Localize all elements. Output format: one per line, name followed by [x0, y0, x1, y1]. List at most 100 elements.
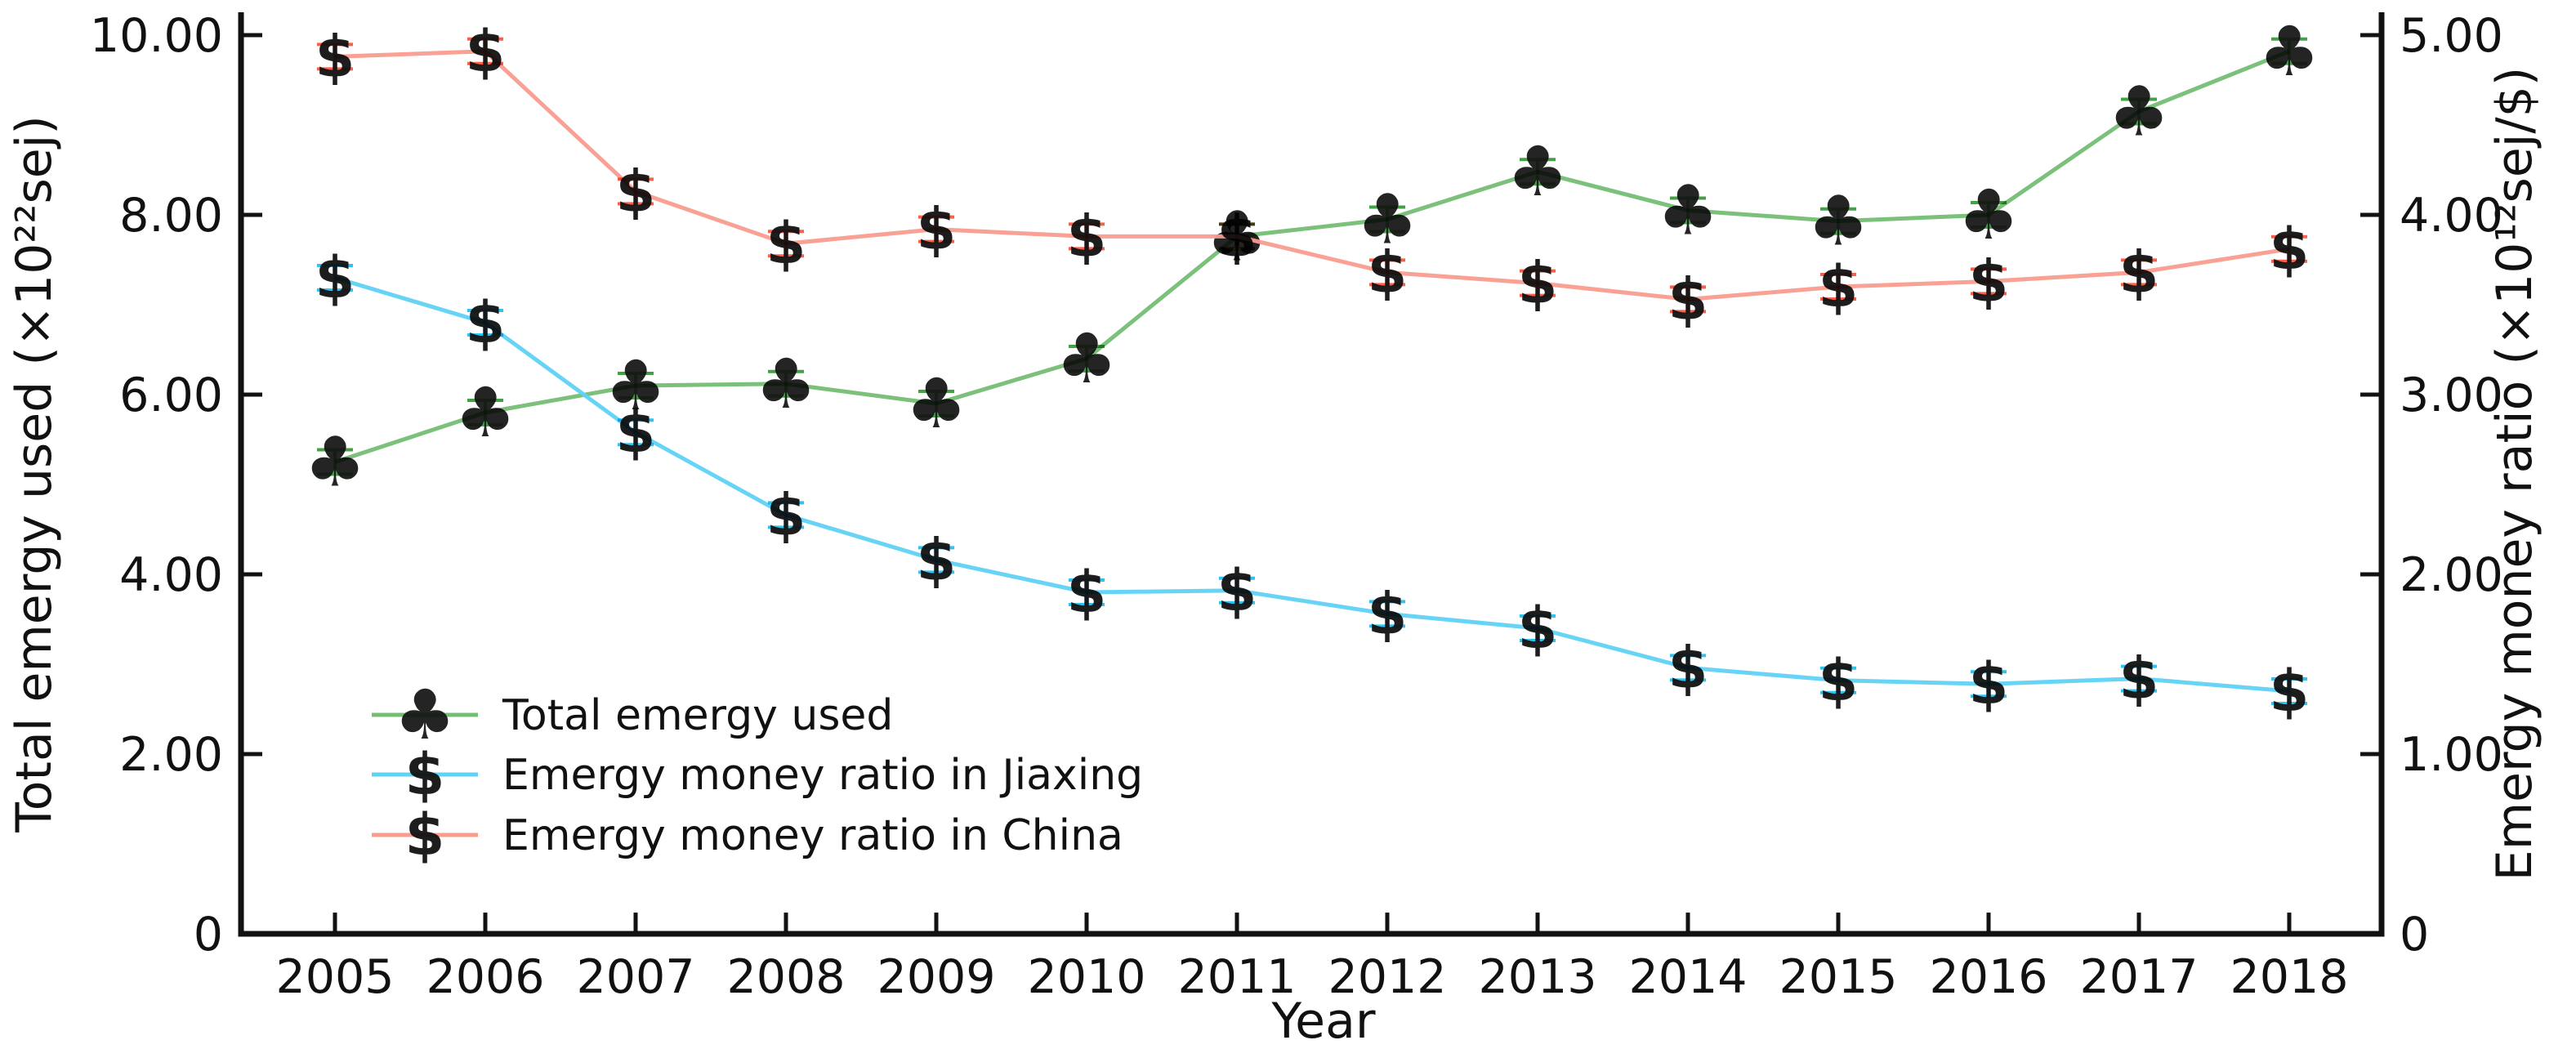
- y-axis-right-title: Emergy money ratio (×10¹²sej/$): [2486, 67, 2543, 881]
- x-tick-label: 2008: [726, 950, 845, 1004]
- club-marker: ♣: [1507, 132, 1568, 212]
- dollar-glyph: $: [2270, 658, 2310, 725]
- club-marker: ♣: [2108, 72, 2169, 152]
- y-axis-right: 0 1.00 2.00 3.00 4.00 5.00: [2360, 9, 2503, 962]
- club-glyph: ♣: [1507, 132, 1568, 212]
- dollar-marker: $: [2270, 658, 2310, 725]
- dollar-marker: $: [315, 244, 355, 311]
- dollar-glyph: $: [616, 158, 656, 225]
- legend-label: Emergy money ratio in China: [502, 811, 1123, 860]
- dollar-glyph: $: [1518, 595, 1558, 662]
- club-glyph: ♣: [2258, 11, 2319, 92]
- dollar-marker: $: [1518, 595, 1558, 662]
- club-marker: ♣: [454, 373, 516, 453]
- dollar-glyph: $: [2119, 645, 2159, 712]
- legend-item-emergy-money-ratio-in-jiaxing: $ Emergy money ratio in Jiaxing: [372, 741, 1143, 808]
- dollar-marker: $: [616, 399, 656, 466]
- dollar-marker: $: [1067, 203, 1107, 270]
- dollar-glyph: $: [466, 289, 506, 356]
- x-axis: 2005 2006 2007 2008 2009 2010 2011 2012 2013 2014…: [275, 913, 2349, 1050]
- dollar-glyph: $: [766, 210, 806, 277]
- club-marker: ♣: [605, 346, 666, 426]
- axes: [238, 12, 2385, 937]
- series-emergy-money-ratio-in-china: $ $ $ $ $ $ $ $ $ $ $ $ $ $: [315, 18, 2310, 333]
- dollar-marker: $: [1217, 203, 1257, 270]
- legend-label: Total emergy used: [502, 691, 893, 740]
- dollar-glyph: $: [1668, 634, 1708, 701]
- legend-item-total-emergy-used: ♣ Total emergy used: [372, 675, 893, 755]
- series-emergy-money-ratio-in-jiaxing: $ $ $ $ $ $ $ $ $ $ $ $ $ $: [315, 244, 2310, 725]
- club-glyph: ♣: [1807, 181, 1868, 261]
- dollar-glyph: $: [466, 18, 506, 85]
- x-tick-label: 2007: [576, 950, 694, 1004]
- dollar-marker: $: [2119, 239, 2159, 306]
- dollar-icon: $: [405, 801, 445, 868]
- dollar-marker: $: [1668, 634, 1708, 701]
- y-left-tick-label: 0: [194, 908, 223, 962]
- dollar-glyph: $: [1518, 250, 1558, 317]
- legend-label: Emergy money ratio in Jiaxing: [502, 751, 1143, 800]
- dollar-marker: $: [1819, 647, 1859, 714]
- dollar-glyph: $: [917, 196, 957, 263]
- dollar-glyph: $: [1668, 266, 1708, 333]
- club-marker: ♣: [1807, 181, 1868, 261]
- x-tick-label: 2006: [426, 950, 544, 1004]
- dollar-glyph: $: [315, 23, 355, 90]
- y-right-tick-label: 2.00: [2400, 548, 2503, 602]
- dollar-marker: $: [616, 158, 656, 225]
- club-glyph: ♣: [2108, 72, 2169, 152]
- club-marker: ♣: [905, 364, 967, 444]
- club-glyph: ♣: [1356, 180, 1417, 260]
- y-right-tick-label: 1.00: [2400, 728, 2503, 782]
- dollar-glyph: $: [2119, 239, 2159, 306]
- club-icon: ♣: [394, 675, 455, 755]
- dollar-icon: $: [405, 741, 445, 808]
- dollar-glyph: $: [1969, 650, 2009, 717]
- club-marker: ♣: [1056, 319, 1117, 399]
- club-marker: ♣: [2258, 11, 2319, 92]
- club-marker: ♣: [1356, 180, 1417, 260]
- club-glyph: ♣: [304, 422, 365, 502]
- club-glyph: ♣: [1657, 171, 1718, 251]
- x-tick-label: 2014: [1628, 950, 1747, 1004]
- x-tick-label: 2005: [275, 950, 394, 1004]
- dollar-glyph: $: [1819, 253, 1859, 320]
- dollar-marker: $: [1819, 253, 1859, 320]
- club-marker: ♣: [1657, 171, 1718, 251]
- y-left-tick-label: 4.00: [119, 548, 223, 602]
- dollar-marker: $: [1668, 266, 1708, 333]
- club-marker: ♣: [304, 422, 365, 502]
- x-tick-label: 2017: [2079, 950, 2198, 1004]
- dollar-marker: $: [466, 289, 506, 356]
- y-right-tick-label: 5.00: [2400, 9, 2503, 63]
- x-axis-title: Year: [1270, 993, 1375, 1050]
- dollar-marker: $: [2270, 216, 2310, 283]
- y-axis-left-title: Total emergy used (×10²²sej): [6, 115, 63, 833]
- y-left-tick-label: 2.00: [119, 728, 223, 782]
- x-tick-label: 2018: [2230, 950, 2348, 1004]
- legend: ♣ Total emergy used $ Emergy money ratio in…: [372, 675, 1143, 868]
- dollar-marker: $: [917, 196, 957, 263]
- club-glyph: ♣: [1056, 319, 1117, 399]
- y-left-tick-label: 8.00: [119, 189, 223, 243]
- dollar-glyph: $: [616, 399, 656, 466]
- dollar-glyph: $: [1819, 647, 1859, 714]
- dollar-marker: $: [1969, 248, 2009, 315]
- dollar-marker: $: [466, 18, 506, 85]
- dollar-glyph: $: [1368, 239, 1408, 306]
- dollar-glyph: $: [766, 481, 806, 548]
- dollar-marker: $: [1217, 557, 1257, 624]
- dollar-marker: $: [1518, 250, 1558, 317]
- dollar-glyph: $: [315, 244, 355, 311]
- dollar-glyph: $: [1067, 203, 1107, 270]
- dollar-marker: $: [315, 23, 355, 90]
- y-left-tick-label: 6.00: [119, 368, 223, 422]
- dollar-glyph: $: [1067, 559, 1107, 626]
- dollar-glyph: $: [2270, 216, 2310, 283]
- dollar-marker: $: [1969, 650, 2009, 717]
- dollar-marker: $: [1368, 239, 1408, 306]
- dollar-marker: $: [1368, 580, 1408, 647]
- dollar-glyph: $: [917, 526, 957, 593]
